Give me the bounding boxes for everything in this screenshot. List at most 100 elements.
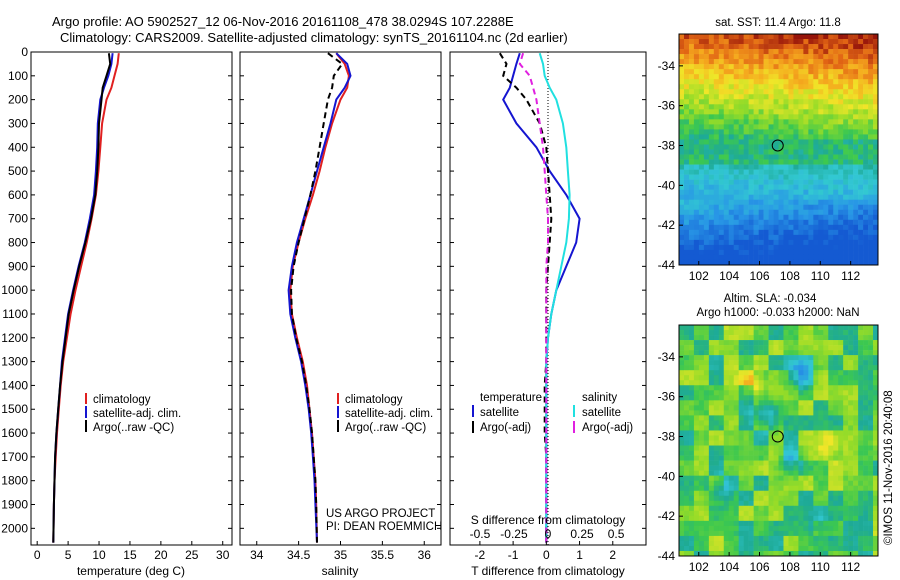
map-cell — [848, 89, 854, 95]
map-cell — [858, 259, 864, 266]
map-cell — [728, 415, 735, 421]
map-cell — [713, 74, 720, 80]
y-tick-label: 1500 — [1, 402, 28, 416]
map-cell — [748, 124, 754, 130]
map-cell — [868, 219, 874, 226]
map-cell — [828, 149, 834, 155]
map-cell — [773, 224, 779, 231]
map-cell — [718, 164, 725, 170]
map-cell — [848, 460, 854, 466]
map-cell — [808, 49, 814, 55]
map-cell — [738, 74, 744, 80]
map-cell — [863, 365, 869, 371]
map-cell — [728, 84, 735, 90]
map-cell — [688, 239, 695, 246]
map-cell — [838, 214, 844, 221]
map-cell — [803, 64, 809, 70]
map-cell — [758, 445, 764, 451]
map-cell — [753, 355, 759, 361]
map-cell — [763, 420, 769, 426]
map-cell — [863, 234, 869, 241]
map-cell — [753, 500, 759, 507]
map-cell — [743, 500, 749, 507]
map-cell — [848, 390, 854, 396]
map-cell — [768, 545, 774, 552]
map-cell — [778, 174, 784, 180]
map-cell — [793, 355, 799, 361]
x-tick-label: 102 — [689, 269, 709, 283]
map-cell — [778, 340, 784, 346]
map-cell — [773, 520, 779, 527]
map-cell — [873, 365, 879, 371]
map-cell — [828, 415, 834, 421]
map-cell — [793, 380, 799, 386]
map-cell — [708, 415, 715, 421]
map-cell — [833, 44, 839, 50]
map-cell — [773, 410, 779, 416]
map-cell — [733, 94, 739, 100]
map-cell — [788, 425, 794, 431]
map-cell — [753, 219, 759, 226]
map-cell — [803, 435, 809, 441]
map-cell — [778, 500, 784, 507]
map-cell — [838, 340, 844, 346]
map-cell — [863, 114, 869, 120]
map-cell — [863, 89, 869, 95]
map-cell — [718, 330, 725, 336]
map-cell — [768, 330, 774, 336]
map-cell — [818, 199, 824, 206]
map-cell — [813, 64, 819, 70]
map-cell — [763, 495, 769, 502]
map-cell — [743, 470, 749, 476]
map-cell — [868, 254, 874, 261]
map-cell — [808, 44, 814, 50]
map-cell — [798, 119, 804, 125]
map-cell — [848, 229, 854, 236]
map-cell — [748, 350, 754, 356]
map-cell — [748, 119, 754, 125]
map-cell — [763, 219, 769, 226]
map-cell — [743, 119, 749, 125]
map-cell — [748, 355, 754, 361]
map-cell — [703, 390, 710, 396]
map-cell — [818, 370, 824, 376]
map-cell — [718, 154, 725, 160]
map-cell — [813, 109, 819, 115]
map-cell — [679, 89, 685, 95]
map-cell — [783, 94, 789, 100]
map-cell — [743, 44, 749, 50]
map-cell — [758, 99, 764, 105]
map-cell — [818, 505, 824, 512]
map-cell — [868, 199, 874, 206]
map-cell — [868, 330, 874, 336]
map-cell — [848, 395, 854, 401]
map-cell — [848, 124, 854, 130]
map-cell — [823, 360, 829, 366]
map-cell — [798, 375, 804, 381]
map-cell — [828, 550, 834, 557]
map-cell — [768, 169, 774, 175]
map-cell — [783, 194, 789, 201]
map-cell — [698, 520, 705, 527]
map-cell — [748, 164, 754, 170]
map-cell — [753, 530, 759, 537]
map-cell — [713, 420, 720, 426]
map-cell — [818, 69, 824, 75]
map-cell — [783, 490, 789, 497]
map-cell — [768, 420, 774, 426]
map-cell — [763, 169, 769, 175]
map-cell — [823, 234, 829, 241]
map-cell — [773, 174, 779, 180]
map-cell — [798, 254, 804, 261]
map-cell — [743, 410, 749, 416]
map-cell — [743, 49, 749, 55]
map-cell — [843, 99, 849, 105]
map-cell — [788, 174, 794, 180]
map-cell — [718, 49, 725, 55]
map-cell — [733, 234, 739, 241]
map-cell — [803, 335, 809, 341]
map-cell — [848, 59, 854, 65]
map-cell — [778, 199, 784, 206]
map-cell — [828, 525, 834, 532]
map-cell — [758, 44, 764, 50]
